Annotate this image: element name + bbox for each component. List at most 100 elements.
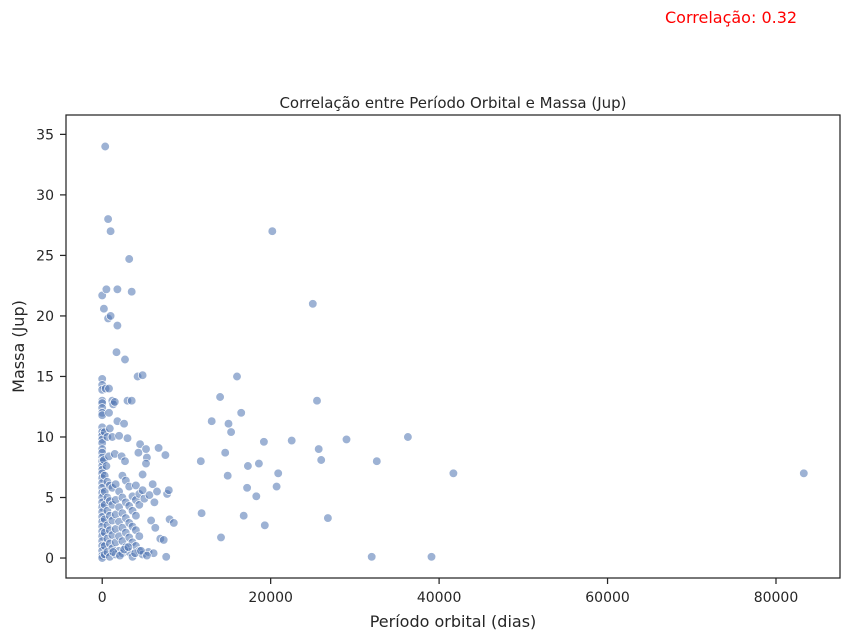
- data-point: [260, 520, 270, 530]
- data-point: [273, 468, 283, 478]
- data-point: [100, 141, 110, 152]
- data-point: [223, 471, 233, 481]
- data-point: [287, 435, 297, 446]
- data-point: [448, 468, 459, 478]
- data-point: [99, 304, 109, 314]
- data-point: [105, 226, 116, 236]
- data-point: [251, 491, 261, 501]
- data-point: [164, 485, 174, 495]
- data-point: [159, 535, 169, 545]
- data-point: [220, 448, 230, 458]
- data-point: [122, 433, 133, 443]
- data-point: [314, 444, 324, 454]
- data-point: [271, 481, 282, 492]
- x-axis: 0 20000 40000 60000 80000: [98, 578, 799, 606]
- data-point: [161, 552, 171, 562]
- data-point: [232, 371, 242, 382]
- y-tick-label: 35: [36, 127, 54, 143]
- data-point: [239, 511, 249, 521]
- data-point: [372, 456, 382, 466]
- data-point: [131, 480, 141, 491]
- data-point: [101, 461, 112, 471]
- data-point: [226, 427, 236, 437]
- data-point: [131, 511, 141, 521]
- data-point: [124, 254, 134, 264]
- y-tick-label: 15: [36, 369, 54, 385]
- data-point: [148, 479, 158, 489]
- points-layer: [97, 141, 809, 563]
- data-point: [242, 483, 252, 493]
- x-axis-label: Período orbital (dias): [370, 612, 537, 631]
- data-point: [323, 513, 333, 523]
- x-tick-label: 20000: [248, 590, 293, 606]
- data-point: [119, 419, 129, 429]
- correlation-annotation: Correlação: 0.32: [665, 8, 798, 27]
- data-point: [123, 542, 133, 552]
- y-axis-label: Massa (Jup): [9, 300, 28, 393]
- data-point: [196, 508, 207, 518]
- data-point: [120, 354, 130, 365]
- data-point: [141, 458, 151, 469]
- data-point: [111, 347, 122, 357]
- data-point: [426, 552, 437, 562]
- y-tick-label: 25: [36, 248, 54, 264]
- y-tick-label: 30: [36, 188, 54, 204]
- data-point: [142, 550, 152, 561]
- data-point: [137, 370, 148, 380]
- data-point: [160, 450, 171, 460]
- data-point: [312, 396, 322, 406]
- data-point: [149, 497, 160, 507]
- data-point: [144, 490, 155, 500]
- y-tick-label: 10: [36, 430, 54, 446]
- y-axis: 0 5 10 15 20 25 30 35: [36, 127, 66, 567]
- data-point: [110, 397, 120, 407]
- data-point: [105, 311, 116, 321]
- data-point: [169, 518, 179, 528]
- data-point: [134, 500, 144, 510]
- data-point: [114, 431, 124, 441]
- y-tick-label: 5: [45, 491, 54, 507]
- data-point: [403, 432, 413, 442]
- x-tick-label: 80000: [754, 590, 799, 606]
- data-point: [341, 434, 352, 445]
- data-point: [103, 214, 113, 224]
- data-point: [153, 443, 164, 453]
- y-tick-label: 20: [36, 309, 54, 325]
- chart-title: Correlação entre Período Orbital e Massa…: [279, 94, 626, 112]
- data-point: [150, 523, 160, 533]
- axes-frame: [65, 114, 841, 579]
- data-point: [112, 284, 123, 294]
- data-point: [133, 448, 144, 458]
- data-point: [316, 455, 326, 465]
- data-point: [236, 408, 246, 418]
- data-point: [215, 392, 225, 402]
- data-point: [127, 287, 137, 297]
- data-point: [134, 531, 144, 541]
- data-point: [146, 515, 156, 526]
- x-tick-label: 60000: [585, 590, 630, 606]
- y-tick-label: 0: [45, 551, 54, 567]
- data-point: [223, 419, 234, 429]
- data-point: [112, 320, 123, 331]
- data-point: [101, 284, 112, 294]
- data-point: [308, 299, 318, 309]
- x-tick-label: 40000: [417, 590, 462, 606]
- data-point: [120, 456, 130, 466]
- data-point: [367, 552, 377, 562]
- data-point: [137, 469, 148, 480]
- data-point: [799, 468, 809, 478]
- x-tick-label: 0: [98, 590, 107, 606]
- data-point: [267, 226, 277, 236]
- data-point: [196, 456, 206, 466]
- data-point: [127, 396, 137, 406]
- data-point: [152, 486, 162, 497]
- data-point: [104, 383, 114, 394]
- data-point: [207, 416, 217, 426]
- data-point: [259, 437, 269, 447]
- data-point: [104, 408, 114, 418]
- data-point: [243, 461, 253, 471]
- data-point: [105, 423, 115, 434]
- data-point: [216, 532, 226, 543]
- data-point: [254, 458, 264, 469]
